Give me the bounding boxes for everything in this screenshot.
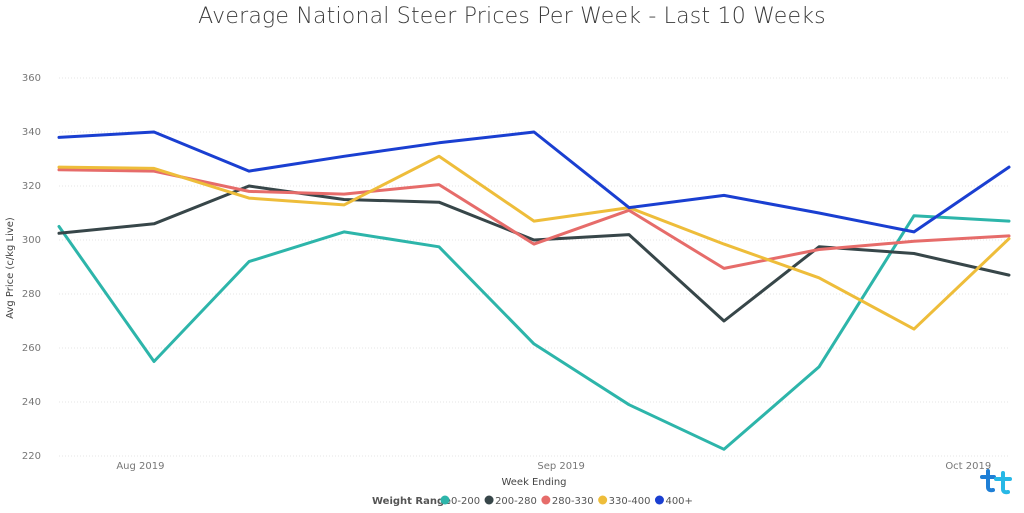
legend-item-label[interactable]: 330-400 [609, 496, 651, 507]
y-tick-label: 340 [22, 127, 41, 138]
y-tick-label: 240 [22, 397, 41, 408]
legend-item-label[interactable]: 400+ [665, 496, 692, 507]
legend-marker [598, 495, 608, 505]
x-tick-label: Sep 2019 [537, 461, 584, 472]
y-tick-label: 300 [22, 235, 41, 246]
legend-marker [541, 495, 551, 505]
legend-marker [484, 495, 494, 505]
series-line-0-200[interactable] [57, 214, 1011, 451]
chart-title: Average National Steer Prices Per Week -… [198, 4, 826, 29]
brand-logo-icon [980, 469, 1012, 495]
series-line-400+[interactable] [57, 130, 1011, 234]
y-tick-label: 220 [22, 451, 41, 462]
series-line-280-330[interactable] [57, 168, 1011, 270]
legend-item-label[interactable]: 200-280 [495, 496, 537, 507]
legend-title: Weight Range [372, 496, 451, 507]
legend-marker [440, 495, 450, 505]
x-tick-label: Aug 2019 [116, 461, 164, 472]
x-axis-title: Week Ending [501, 477, 566, 488]
y-tick-label: 360 [22, 73, 41, 84]
legend-item-label[interactable]: 280-330 [552, 496, 594, 507]
x-tick-label: Oct 2019 [945, 461, 991, 472]
series-line-330-400[interactable] [57, 154, 1011, 331]
series-line-200-280[interactable] [57, 184, 1011, 323]
legend-marker [654, 495, 664, 505]
y-axis-title: Avg Price (c/kg Live) [5, 217, 16, 319]
x-axis-ticks: Aug 2019 Sep 2019 Oct 2019 [116, 461, 991, 472]
legend-item-label[interactable]: 0-200 [451, 496, 480, 507]
legend[interactable]: Weight Range 0-200 200-280 280-330 330-400 4… [372, 495, 693, 508]
y-axis-ticks: 220 240 260 280 300 320 340 360 [22, 73, 41, 462]
y-tick-label: 280 [22, 289, 41, 300]
y-tick-label: 320 [22, 181, 41, 192]
series-lines [57, 130, 1011, 451]
gridlines [59, 77, 1009, 457]
y-tick-label: 260 [22, 343, 41, 354]
